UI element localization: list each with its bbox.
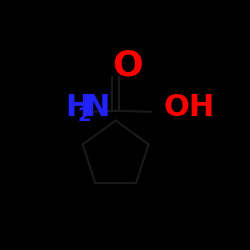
Text: O: O: [113, 48, 144, 82]
Text: OH: OH: [164, 92, 215, 122]
Text: H: H: [66, 94, 91, 122]
Text: N: N: [84, 94, 109, 122]
Text: 2: 2: [78, 106, 91, 125]
